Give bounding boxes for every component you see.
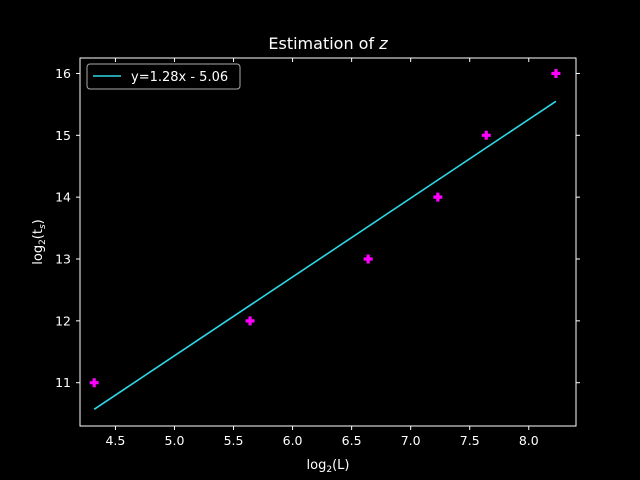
x-axis-label: log2(L) <box>307 458 350 475</box>
x-tick-label: 7.5 <box>460 433 480 448</box>
data-point <box>433 192 443 202</box>
x-tick-label: 8.0 <box>519 433 539 448</box>
data-point <box>551 68 561 78</box>
y-tick-label: 12 <box>55 313 71 328</box>
x-tick-label: 6.0 <box>283 433 303 448</box>
chart-title: Estimation of z <box>268 34 388 53</box>
y-tick-label: 11 <box>55 375 71 390</box>
x-tick-label: 5.0 <box>165 433 185 448</box>
y-tick-label: 13 <box>55 252 71 267</box>
legend: y=1.28x - 5.06 <box>86 63 241 90</box>
x-tick-label: 5.5 <box>224 433 244 448</box>
y-axis-label: log2(ts) <box>31 219 48 265</box>
plot-area-frame <box>79 57 577 427</box>
axis-ticks: 4.5 5.0 5.5 6.0 6.5 7.0 7.5 8.0 11 12 13 14 15 16 <box>55 58 580 448</box>
x-tick-label: 7.0 <box>401 433 421 448</box>
y-tick-label: 16 <box>55 66 71 81</box>
x-tick-label: 4.5 <box>105 433 125 448</box>
legend-label: y=1.28x - 5.06 <box>131 70 228 85</box>
y-tick-label: 14 <box>55 190 71 205</box>
data-point <box>481 130 491 140</box>
x-tick-label: 6.5 <box>342 433 362 448</box>
data-point <box>89 378 99 388</box>
data-point <box>363 254 373 264</box>
fit-line <box>93 100 557 410</box>
y-tick-label: 15 <box>55 128 71 143</box>
data-point <box>245 316 255 326</box>
plot-series <box>89 68 561 410</box>
legend-box <box>86 63 241 90</box>
